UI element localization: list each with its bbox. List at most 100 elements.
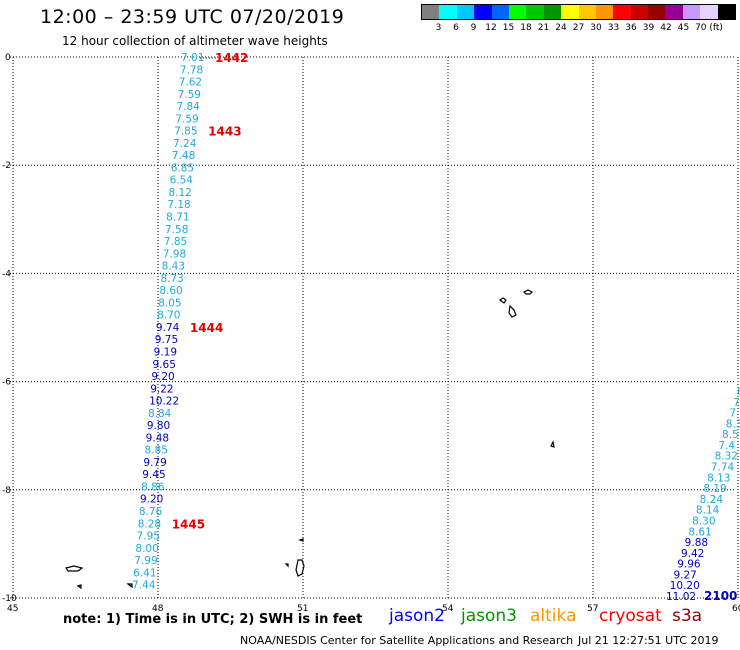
track2-wave-height: 9.88 xyxy=(685,537,708,549)
track2-wave-height: 11.02 xyxy=(666,591,696,603)
track2-wave-height: 8.5 xyxy=(722,429,739,441)
legend-swatch xyxy=(422,5,440,19)
track1-wave-height: 7.48 xyxy=(172,150,195,162)
x-axis-tick-label: 60 xyxy=(732,604,740,614)
satellite-altika: altika xyxy=(530,606,577,626)
legend-swatch xyxy=(491,5,509,19)
track1-wave-height: 9.48 xyxy=(146,432,169,444)
track2-wave-height: 7 xyxy=(730,408,737,420)
legend-swatch xyxy=(474,5,492,19)
track2-wave-height: 8.30 xyxy=(692,515,715,527)
legend-label: 45 xyxy=(677,23,690,33)
legend-swatch xyxy=(456,5,475,19)
track2-wave-height: 8.61 xyxy=(688,526,711,538)
track2-wave-height: 8.32 xyxy=(715,451,738,463)
legend-swatch xyxy=(508,5,527,19)
island-outline xyxy=(76,584,82,590)
legend-swatches xyxy=(421,4,736,20)
y-axis-tick-label: -10 xyxy=(2,594,17,604)
island-outline xyxy=(550,440,555,448)
track1-wave-height: 8.70 xyxy=(157,310,180,322)
track2-wave-height: 8.19 xyxy=(703,483,726,495)
track1-wave-height: 7.44 xyxy=(132,580,156,592)
legend-label: 12 xyxy=(485,23,497,33)
track2-wave-height: 6 xyxy=(737,386,740,398)
track1-wave-height: 7.59 xyxy=(178,89,201,101)
track1-wave-height: 8.86 xyxy=(141,481,165,493)
legend-swatch xyxy=(630,5,649,19)
legend-label: 39 xyxy=(642,23,655,33)
track1-wave-height: 9.80 xyxy=(147,420,170,432)
legend-label: 24 xyxy=(555,23,567,33)
satellite-jason2: jason2 xyxy=(389,606,445,626)
island-outline xyxy=(522,289,534,295)
color-legend: 3 6 9 12 15 18 21 24 27 30 33 36 39 42 45 70 (ft) xyxy=(421,4,736,33)
legend-swatch xyxy=(561,5,579,19)
y-axis-tick-label: -8 xyxy=(2,486,11,496)
footer-credit: NOAA/NESDIS Center for Satellite Applica… xyxy=(240,634,574,647)
track1-wave-height: 7.78 xyxy=(180,64,203,76)
track1-wave-height: 9.22 xyxy=(150,383,173,395)
track2-wave-height: 7.4 xyxy=(718,440,735,452)
legend-label: 33 xyxy=(607,23,620,33)
track1-wave-height: 7.24 xyxy=(173,138,197,150)
track1-wave-height: 8.05 xyxy=(158,297,181,309)
track1-wave-height: 6.85 xyxy=(171,162,194,174)
track1-wave-height: 7.59 xyxy=(175,113,198,125)
footer-timestamp: Jul 21 12:27:51 UTC 2019 xyxy=(578,634,719,647)
legend-swatch xyxy=(578,5,596,19)
track1-time-label: 1444 xyxy=(190,321,223,335)
y-axis-tick-label: -4 xyxy=(2,269,11,279)
track1-wave-height: 7.85 xyxy=(174,126,197,138)
x-axis-tick-label: 57 xyxy=(587,604,598,614)
legend-label: 21 xyxy=(537,23,550,33)
track2-wave-height: 8.13 xyxy=(707,472,730,484)
track1-wave-height: 8.43 xyxy=(162,261,185,273)
legend-label: 6 xyxy=(453,23,459,33)
legend-swatch xyxy=(648,5,666,19)
track1-wave-height: 7.98 xyxy=(163,248,186,260)
x-axis-tick-label: 48 xyxy=(152,604,164,614)
island-outline xyxy=(295,559,305,577)
track2-wave-height: 8.3 xyxy=(726,418,740,430)
x-axis-tick-label: 54 xyxy=(442,604,454,614)
track2-wave-height: 9.42 xyxy=(681,548,704,560)
legend-label: 42 xyxy=(660,23,672,33)
x-axis-tick-label: 45 xyxy=(7,604,18,614)
track1-time-label: 1443 xyxy=(208,125,241,139)
track1-wave-height: 8.85 xyxy=(145,445,168,457)
satellite-cryosat: cryosat xyxy=(599,606,662,626)
track1-wave-height: 8.12 xyxy=(168,187,191,199)
track1-wave-height: 7.85 xyxy=(164,236,187,248)
track1-wave-height: 6.41 xyxy=(133,567,156,579)
track1-wave-height: 7.58 xyxy=(165,224,188,236)
legend-label: 70 (ft) xyxy=(695,23,723,33)
track1-wave-height: 8.00 xyxy=(135,543,158,555)
island-outline xyxy=(65,565,84,572)
legend-swatch xyxy=(700,5,718,19)
map-subtitle: 12 hour collection of altimeter wave hei… xyxy=(62,34,328,48)
track1-wave-height: 9.79 xyxy=(143,457,166,469)
legend-swatch xyxy=(595,5,614,19)
legend-swatch xyxy=(682,5,701,19)
track1-wave-height: 8.84 xyxy=(148,408,172,420)
satellite-jason3: jason3 xyxy=(461,606,517,626)
island-outline xyxy=(498,297,507,304)
track1-wave-height: 9.20 xyxy=(140,494,163,506)
track1-wave-height: 7.18 xyxy=(167,199,190,211)
track1-wave-height: 8.73 xyxy=(160,273,183,285)
legend-swatch xyxy=(613,5,631,19)
track1-wave-height: 9.45 xyxy=(142,469,165,481)
map-title: 12:00 – 23:59 UTC 07/20/2019 xyxy=(40,6,345,28)
track2-wave-height: 9.96 xyxy=(677,559,701,571)
legend-label: 30 xyxy=(590,23,602,33)
track1-wave-height: 8.28 xyxy=(138,518,161,530)
track1-wave-height: 7.99 xyxy=(134,555,157,567)
legend-label: 15 xyxy=(502,23,515,33)
legend-swatch xyxy=(543,5,562,19)
track2-wave-height: 10.20 xyxy=(670,580,700,592)
track2-wave-height: 7.74 xyxy=(711,462,735,474)
track2-wave-height: 9.27 xyxy=(673,569,696,581)
track2-time-label: 2100 xyxy=(704,589,737,603)
